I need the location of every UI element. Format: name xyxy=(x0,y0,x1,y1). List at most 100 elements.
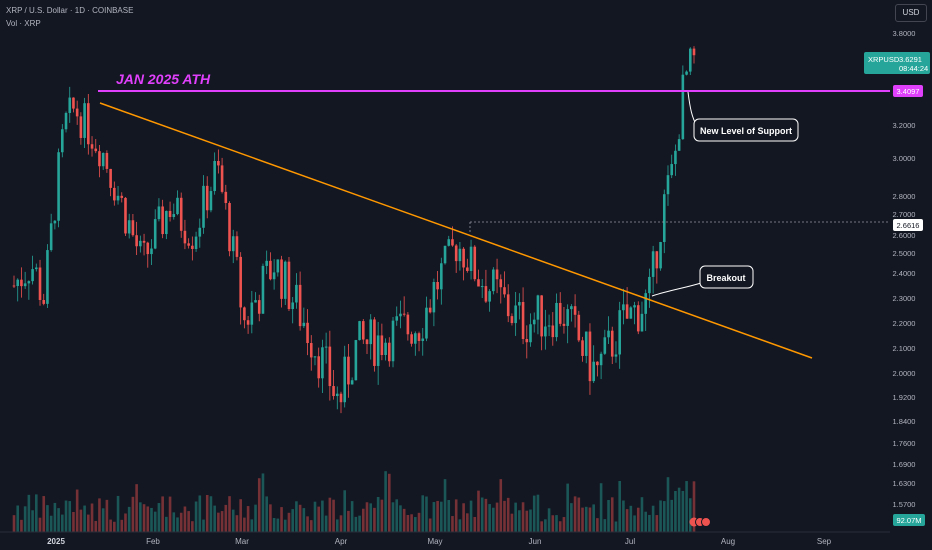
candle-body[interactable] xyxy=(666,175,670,195)
candle-body[interactable] xyxy=(688,48,692,72)
candle-body[interactable] xyxy=(480,286,484,288)
candle-body[interactable] xyxy=(161,206,164,235)
candle-body[interactable] xyxy=(391,320,395,362)
candle-body[interactable] xyxy=(87,103,90,145)
candle-body[interactable] xyxy=(27,281,31,284)
candle-body[interactable] xyxy=(376,335,380,366)
candle-body[interactable] xyxy=(547,325,551,327)
candle-body[interactable] xyxy=(131,220,135,236)
candle-body[interactable] xyxy=(659,242,662,269)
candle-body[interactable] xyxy=(31,269,34,282)
candle-body[interactable] xyxy=(38,267,42,301)
candle-body[interactable] xyxy=(670,164,674,176)
candle-body[interactable] xyxy=(540,295,543,337)
candle-body[interactable] xyxy=(328,346,332,387)
candle-body[interactable] xyxy=(503,287,506,295)
candle-body[interactable] xyxy=(681,74,685,140)
candle-body[interactable] xyxy=(139,240,142,247)
candle-body[interactable] xyxy=(499,279,503,288)
candle-body[interactable] xyxy=(685,71,688,75)
candle-body[interactable] xyxy=(12,285,16,287)
candle-body[interactable] xyxy=(622,304,625,311)
candle-body[interactable] xyxy=(529,324,532,343)
candle-body[interactable] xyxy=(432,282,436,313)
candle-body[interactable] xyxy=(599,353,603,366)
candle-body[interactable] xyxy=(224,191,228,203)
candle-body[interactable] xyxy=(302,322,306,327)
candle-body[interactable] xyxy=(544,326,547,337)
candle-body[interactable] xyxy=(120,195,124,198)
price-axis[interactable]: 3.80003.60003.40003.20003.00002.80002.70… xyxy=(893,29,916,509)
candle-body[interactable] xyxy=(566,309,569,326)
candle-body[interactable] xyxy=(179,197,183,231)
candle-body[interactable] xyxy=(265,260,268,266)
candle-body[interactable] xyxy=(83,103,86,138)
candle-body[interactable] xyxy=(187,243,190,246)
candle-body[interactable] xyxy=(421,338,425,341)
candle-body[interactable] xyxy=(406,314,410,335)
candle-body[interactable] xyxy=(469,246,473,271)
candle-body[interactable] xyxy=(321,347,324,379)
candle-body[interactable] xyxy=(570,306,573,310)
candle-body[interactable] xyxy=(414,333,417,344)
candle-body[interactable] xyxy=(220,165,224,192)
candle-body[interactable] xyxy=(662,194,666,243)
candle-body[interactable] xyxy=(64,112,68,130)
candle-body[interactable] xyxy=(692,48,696,56)
candle-body[interactable] xyxy=(298,284,302,327)
candle-body[interactable] xyxy=(261,265,265,314)
candle-body[interactable] xyxy=(235,236,239,257)
candle-body[interactable] xyxy=(603,337,607,354)
candle-body[interactable] xyxy=(339,393,343,403)
candle-body[interactable] xyxy=(614,354,618,357)
candle-body[interactable] xyxy=(306,322,309,344)
candle-body[interactable] xyxy=(254,300,257,303)
candle-body[interactable] xyxy=(272,272,276,280)
candle-body[interactable] xyxy=(361,321,365,340)
candle-body[interactable] xyxy=(358,321,361,341)
candle-body[interactable] xyxy=(350,380,354,385)
candle-body[interactable] xyxy=(332,386,335,397)
candle-body[interactable] xyxy=(466,267,469,271)
candle-body[interactable] xyxy=(477,279,480,287)
candle-body[interactable] xyxy=(57,152,60,221)
candle-body[interactable] xyxy=(436,282,439,290)
candle-body[interactable] xyxy=(257,300,261,314)
candle-body[interactable] xyxy=(324,346,328,348)
candle-body[interactable] xyxy=(454,245,458,262)
candle-body[interactable] xyxy=(343,356,347,403)
candle-body[interactable] xyxy=(42,300,46,304)
time-axis[interactable]: 2025 Feb Mar Apr May Jun Jul Aug Sep xyxy=(47,537,832,546)
candle-body[interactable] xyxy=(633,305,636,308)
candle-body[interactable] xyxy=(127,220,131,234)
candle-body[interactable] xyxy=(250,302,254,325)
candle-body[interactable] xyxy=(655,251,659,269)
candle-body[interactable] xyxy=(629,307,633,319)
candle-body[interactable] xyxy=(142,240,146,243)
candle-body[interactable] xyxy=(98,151,101,167)
candle-body[interactable] xyxy=(287,261,291,310)
candle-body[interactable] xyxy=(521,302,525,339)
candle-body[interactable] xyxy=(581,340,584,356)
candle-body[interactable] xyxy=(473,246,477,280)
candle-body[interactable] xyxy=(269,260,272,280)
candle-body[interactable] xyxy=(109,168,112,188)
candle-body[interactable] xyxy=(231,236,235,252)
candle-body[interactable] xyxy=(94,148,98,152)
candle-body[interactable] xyxy=(677,139,681,151)
candle-body[interactable] xyxy=(644,293,647,314)
candle-body[interactable] xyxy=(443,245,447,264)
candle-body[interactable] xyxy=(72,97,75,109)
candle-body[interactable] xyxy=(34,267,38,270)
candle-body[interactable] xyxy=(49,223,53,251)
candle-body[interactable] xyxy=(280,259,283,299)
candle-body[interactable] xyxy=(16,279,20,287)
candle-body[interactable] xyxy=(198,227,202,237)
currency-button[interactable]: USD xyxy=(895,4,927,22)
candle-body[interactable] xyxy=(146,242,150,255)
candle-body[interactable] xyxy=(573,306,577,315)
candle-body[interactable] xyxy=(176,197,179,215)
candle-body[interactable] xyxy=(68,97,72,113)
candle-body[interactable] xyxy=(239,256,242,308)
